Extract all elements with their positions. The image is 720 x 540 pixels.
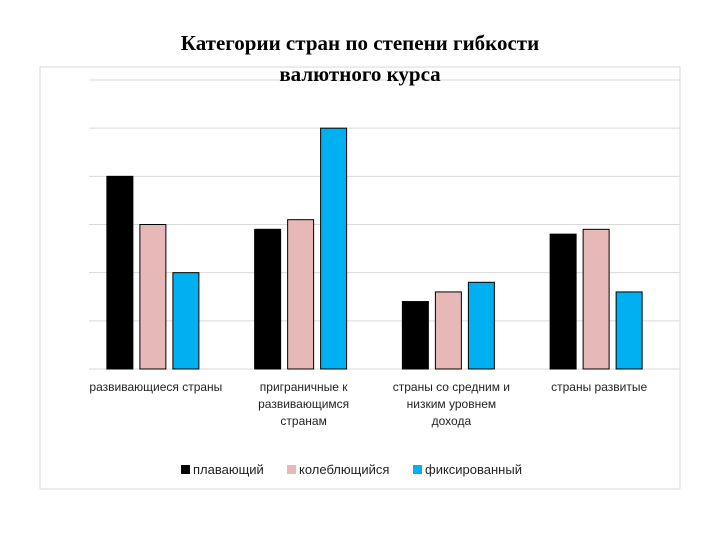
bar [172,272,200,370]
legend-swatch [287,465,296,474]
bar [467,281,495,370]
legend-label: фиксированный [425,462,522,477]
category-label: развивающиеся страны [89,380,222,394]
bar [139,224,167,370]
bar [434,291,462,370]
bar [320,127,348,370]
bars [106,127,643,370]
legend-swatch [181,465,190,474]
legend: плавающий колеблющийся фиксированный [181,462,522,477]
bar [287,219,315,370]
category-label: страны развитые [551,380,647,394]
category-label: страны со средним и низким уровнем дохода [393,380,510,428]
category-labels: развивающиеся страны приграничные к развив… [89,380,647,428]
legend-label: плавающий [193,462,264,477]
legend-label: колеблющийся [299,462,389,477]
bar [582,228,610,370]
bar [401,301,429,370]
category-label: приграничные к развивающимся странам [258,380,349,428]
bar [106,175,134,370]
bar [615,291,643,370]
legend-swatch [413,465,422,474]
bar [549,233,577,370]
bar [254,228,282,370]
